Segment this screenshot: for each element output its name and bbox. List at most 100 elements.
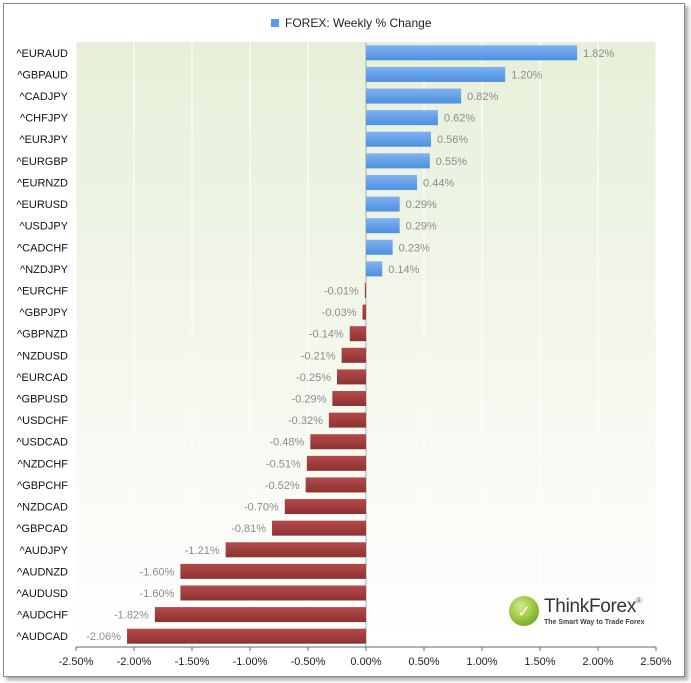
bar-chart: -2.50% -2.00% -1.50% -1.00% -0.50% 0.00% 0.50%… [16, 42, 672, 668]
bar [366, 66, 506, 82]
data-label: -0.81% [231, 523, 266, 535]
logo-tagline: The Smart Way to Trade Forex [544, 618, 645, 626]
category-label: ^EURGBP [16, 156, 68, 168]
data-label: -1.60% [140, 566, 175, 578]
category-label: ^USDCHF [17, 415, 68, 427]
bar [366, 218, 400, 234]
data-label: 0.23% [399, 242, 430, 254]
data-label: 0.44% [423, 177, 454, 189]
data-label: 0.62% [444, 113, 475, 125]
category-label: ^GBPJPY [19, 307, 68, 319]
category-label: ^EURNZD [17, 177, 68, 189]
category-label: ^GBPAUD [17, 69, 68, 81]
x-tick-label: 2.00% [582, 656, 613, 668]
bar [154, 607, 366, 623]
category-label: ^AUDJPY [19, 545, 68, 557]
category-label: ^EURAUD [16, 48, 68, 60]
bar [366, 261, 383, 277]
category-label: ^NZDUSD [17, 350, 68, 362]
category-label: ^AUDCAD [16, 631, 68, 643]
bar [305, 477, 366, 493]
data-label: 0.55% [436, 156, 467, 168]
logo-name: ThinkForex® [544, 595, 642, 617]
x-tick-label: -1.50% [175, 656, 210, 668]
category-label: ^CHFJPY [20, 113, 69, 125]
bar [332, 391, 366, 407]
x-tick-label: -1.00% [233, 656, 268, 668]
data-label: -0.32% [288, 415, 323, 427]
bar [366, 239, 393, 255]
bar [337, 369, 366, 385]
category-label: ^CADCHF [17, 242, 68, 254]
category-label: ^AUDCHF [17, 610, 68, 622]
x-tick-label: -2.50% [59, 656, 94, 668]
bar [362, 304, 366, 320]
x-tick-label: 0.50% [408, 656, 439, 668]
bar [225, 542, 366, 558]
data-label: -0.52% [265, 480, 300, 492]
category-label: ^EURCAD [16, 372, 68, 384]
data-label: 1.82% [583, 48, 614, 60]
category-label: ^GBPCHF [17, 480, 68, 492]
chart-frame: FOREX: Weekly % Change -2.50% -2.00% -1.50… [3, 3, 685, 677]
chart-legend: FOREX: Weekly % Change [271, 16, 432, 30]
data-label: -0.01% [324, 285, 359, 297]
bar [180, 585, 366, 601]
bar [341, 347, 366, 363]
data-label: -0.21% [301, 350, 336, 362]
category-label: ^GBPCAD [16, 523, 68, 535]
bar [306, 455, 366, 471]
category-label: ^GBPUSD [16, 394, 68, 406]
bar [366, 196, 400, 212]
data-label: -0.70% [244, 502, 279, 514]
category-label: ^NZDJPY [20, 264, 69, 276]
category-label: ^EURUSD [16, 199, 68, 211]
category-label: ^AUDUSD [16, 588, 68, 600]
thinkforex-logo: ✓ ThinkForex® The Smart Way to Trade For… [509, 596, 645, 626]
data-label: -0.29% [292, 394, 327, 406]
bar [366, 174, 418, 190]
data-label: -0.03% [322, 307, 357, 319]
category-label: ^EURJPY [19, 134, 68, 146]
data-label: 1.20% [511, 69, 542, 81]
bar [366, 131, 431, 147]
category-label: ^NZDCHF [18, 458, 69, 470]
category-label: ^CADJPY [19, 91, 68, 103]
x-tick-label: -2.00% [117, 656, 152, 668]
data-label: 0.82% [467, 91, 498, 103]
data-label: -1.60% [140, 588, 175, 600]
bar [366, 153, 430, 169]
bar [364, 282, 366, 298]
category-label: ^AUDNZD [17, 566, 68, 578]
bar [272, 520, 366, 536]
bar [328, 412, 366, 428]
bar [349, 326, 366, 342]
category-label: ^EURCHF [17, 285, 68, 297]
data-label: -0.51% [266, 458, 301, 470]
category-label: ^USDJPY [19, 221, 68, 233]
category-label: ^GBPNZD [17, 329, 68, 341]
data-label: -0.25% [296, 372, 331, 384]
data-label: -2.06% [86, 631, 121, 643]
legend-swatch [271, 19, 279, 27]
category-label: ^USDCAD [16, 437, 68, 449]
x-tick-label: 1.50% [524, 656, 555, 668]
bar [180, 563, 366, 579]
data-label: -1.21% [185, 545, 220, 557]
bar [310, 434, 366, 450]
data-label: -0.14% [309, 329, 344, 341]
data-label: 0.14% [388, 264, 419, 276]
data-label: 0.29% [406, 221, 437, 233]
x-tick-label: 0.00% [350, 656, 381, 668]
bar [366, 45, 578, 61]
x-tick-label: 2.50% [640, 656, 671, 668]
data-label: 0.56% [437, 134, 468, 146]
data-label: -1.82% [114, 610, 149, 622]
data-label: 0.29% [406, 199, 437, 211]
data-label: -0.48% [269, 437, 304, 449]
bar [284, 499, 366, 515]
bar [366, 110, 438, 126]
bar [366, 88, 462, 104]
chart-title: FOREX: Weekly % Change [285, 16, 432, 30]
lightbulb-icon: ✓ [509, 596, 539, 626]
